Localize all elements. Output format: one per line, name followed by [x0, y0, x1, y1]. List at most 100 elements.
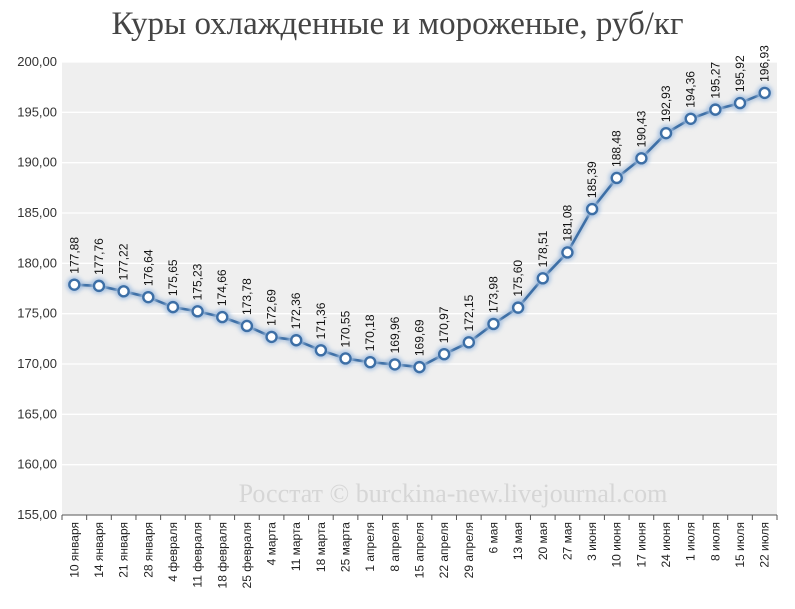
x-tick-label: 22 апреля — [437, 522, 451, 578]
y-tick-label: 180,00 — [17, 255, 57, 270]
data-point — [363, 355, 377, 369]
y-tick-label: 190,00 — [17, 155, 57, 170]
data-point — [290, 334, 303, 347]
data-label: 195,27 — [708, 62, 722, 99]
x-tick-label: 29 апреля — [462, 522, 476, 578]
y-tick-label: 185,00 — [17, 205, 57, 220]
x-tick-label: 6 мая — [486, 522, 500, 553]
x-tick-label: 4 февраля — [166, 522, 180, 582]
data-point — [635, 152, 648, 165]
x-tick-label: 8 апреля — [388, 522, 402, 572]
x-tick-label: 21 января — [117, 522, 131, 578]
y-tick-label: 195,00 — [17, 104, 57, 119]
y-tick-label: 200,00 — [17, 54, 57, 69]
data-point — [709, 103, 722, 116]
data-point — [216, 310, 229, 324]
data-point — [265, 330, 278, 344]
x-tick-label: 27 мая — [560, 522, 574, 560]
data-point — [92, 279, 106, 293]
data-point — [191, 305, 204, 318]
data-label: 169,96 — [388, 316, 402, 353]
data-label: 196,93 — [758, 45, 772, 82]
data-label: 172,69 — [265, 289, 279, 326]
chart-title: Куры охлажденные и мороженые, руб/кг — [111, 6, 684, 42]
x-tick-label: 4 марта — [265, 522, 279, 566]
data-label: 170,55 — [339, 310, 353, 347]
x-tick-label: 25 марта — [339, 522, 353, 572]
x-tick-label: 18 февраля — [215, 522, 229, 588]
data-label: 172,36 — [289, 292, 303, 329]
data-label: 173,78 — [240, 278, 254, 315]
x-tick-label: 3 июня — [585, 522, 599, 561]
x-tick-label: 18 марта — [314, 522, 328, 572]
x-tick-label: 11 февраля — [191, 522, 205, 588]
data-label: 171,36 — [314, 302, 328, 339]
data-point — [659, 126, 673, 140]
data-label: 170,97 — [437, 306, 451, 343]
data-point — [388, 358, 402, 371]
y-tick-label: 175,00 — [17, 306, 57, 321]
data-label: 177,88 — [67, 237, 81, 274]
y-axis-ticks: 155,00 160,00 165,00 170,00 175,00 180,00 185,… — [17, 54, 57, 522]
data-label: 192,93 — [659, 85, 673, 122]
x-tick-label: 22 июля — [758, 522, 772, 568]
data-point — [142, 290, 155, 304]
data-label: 177,22 — [117, 243, 131, 280]
x-tick-label: 1 июля — [684, 522, 698, 561]
x-tick-label: 13 мая — [511, 522, 525, 560]
data-point — [117, 285, 130, 298]
data-point — [68, 278, 81, 291]
data-label: 170,18 — [363, 314, 377, 351]
x-tick-label: 15 апреля — [413, 522, 427, 578]
data-point — [413, 360, 426, 374]
x-axis-ticks: 10 января 14 января 21 января 28 января 4 фе… — [67, 522, 771, 589]
x-tick-label: 17 июня — [634, 522, 648, 568]
data-label: 172,15 — [462, 294, 476, 331]
data-label: 175,65 — [166, 259, 180, 296]
data-point — [610, 171, 623, 185]
data-point — [314, 344, 328, 357]
x-tick-label: 28 января — [141, 522, 155, 578]
data-label: 185,39 — [585, 161, 599, 198]
data-point — [733, 96, 747, 110]
data-label: 175,23 — [191, 263, 205, 300]
x-tick-label: 10 июня — [610, 522, 624, 568]
data-point — [166, 300, 180, 314]
data-label: 188,48 — [610, 130, 624, 167]
y-tick-label: 165,00 — [17, 406, 57, 421]
x-tick-label: 14 января — [92, 522, 106, 578]
data-label: 169,69 — [413, 319, 427, 356]
y-tick-label: 155,00 — [17, 507, 57, 522]
y-tick-label: 160,00 — [17, 457, 57, 472]
data-point — [339, 352, 352, 365]
data-point — [536, 272, 549, 285]
x-tick-label: 15 июля — [733, 522, 747, 568]
x-tick-label: 10 января — [67, 522, 81, 578]
x-tick-label: 8 июля — [708, 522, 722, 561]
data-labels: 177,88 177,76 177,22 176,64 175,65 175,23 174,… — [67, 45, 771, 356]
data-point — [487, 317, 500, 331]
data-label: 176,64 — [141, 249, 155, 286]
data-label: 177,76 — [92, 238, 106, 275]
data-point — [758, 86, 771, 100]
watermark: Росстат © burckina-new.livejournal.com — [239, 479, 668, 508]
data-label: 195,92 — [733, 55, 747, 92]
x-tick-label: 25 февраля — [240, 522, 254, 588]
data-label: 181,08 — [560, 204, 574, 241]
data-label: 194,36 — [684, 71, 698, 108]
data-label: 178,51 — [536, 230, 550, 267]
data-label: 175,60 — [511, 260, 525, 297]
x-tick-label: 24 июня — [659, 522, 673, 568]
data-point — [684, 112, 697, 125]
data-label: 173,98 — [486, 276, 500, 313]
y-tick-label: 170,00 — [17, 356, 57, 371]
data-point — [511, 301, 525, 314]
data-point — [462, 336, 476, 349]
x-tick-label: 1 апреля — [363, 522, 377, 572]
series-line-group — [66, 84, 773, 376]
data-label: 174,66 — [215, 269, 229, 306]
data-point — [585, 202, 599, 216]
data-point — [437, 348, 451, 361]
data-point — [561, 246, 574, 259]
